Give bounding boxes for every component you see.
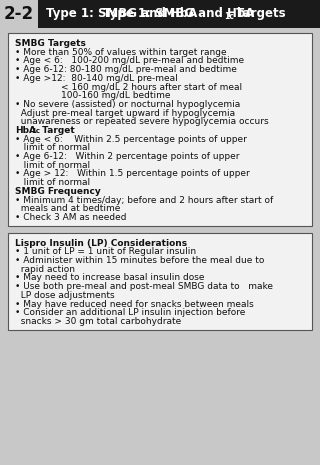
- Text: unawareness or repeated severe hypoglycemia occurs: unawareness or repeated severe hypoglyce…: [15, 117, 268, 126]
- Text: • Consider an additional LP insulin injection before: • Consider an additional LP insulin inje…: [15, 308, 245, 317]
- Text: meals and at bedtime: meals and at bedtime: [15, 204, 120, 213]
- Text: • More than 50% of values within target range: • More than 50% of values within target …: [15, 48, 227, 57]
- Text: HbA: HbA: [15, 126, 36, 135]
- Text: 1c: 1c: [224, 12, 234, 21]
- Text: Adjust pre-meal target upward if hypoglycemia: Adjust pre-meal target upward if hypogly…: [15, 109, 235, 118]
- Text: Lispro Insulin (LP) Considerations: Lispro Insulin (LP) Considerations: [15, 239, 187, 248]
- Text: • No severe (assisted) or nocturnal hypoglycemia: • No severe (assisted) or nocturnal hypo…: [15, 100, 240, 109]
- Text: • Age >12:  80-140 mg/dL pre-meal: • Age >12: 80-140 mg/dL pre-meal: [15, 74, 178, 83]
- Text: SMBG Targets: SMBG Targets: [15, 39, 86, 48]
- Text: • Age < 6:   100-200 mg/dL pre-meal and bedtime: • Age < 6: 100-200 mg/dL pre-meal and be…: [15, 56, 244, 66]
- Text: limit of normal: limit of normal: [15, 161, 90, 170]
- Bar: [0, 0, 38, 28]
- Text: • Use both pre-meal and post-meal SMBG data to   make: • Use both pre-meal and post-meal SMBG d…: [15, 282, 273, 291]
- Text: Type 1: SMBG and HbA: Type 1: SMBG and HbA: [46, 7, 197, 20]
- Text: Targets: Targets: [232, 7, 286, 20]
- Text: • Age 6-12: 80-180 mg/dL pre-meal and bedtime: • Age 6-12: 80-180 mg/dL pre-meal and be…: [15, 65, 237, 74]
- Text: • May have reduced need for snacks between meals: • May have reduced need for snacks betwe…: [15, 299, 254, 309]
- Text: Target: Target: [39, 126, 75, 135]
- Bar: [0, 0, 320, 28]
- Bar: [8, 33, 312, 226]
- Text: limit of normal: limit of normal: [15, 178, 90, 187]
- Text: < 160 mg/dL 2 hours after start of meal: < 160 mg/dL 2 hours after start of meal: [15, 82, 242, 92]
- Text: 1c: 1c: [31, 128, 40, 134]
- Text: • May need to increase basal insulin dose: • May need to increase basal insulin dos…: [15, 273, 204, 283]
- Text: SMBG Frequency: SMBG Frequency: [15, 187, 101, 196]
- Text: • Age > 12:   Within 1.5 percentage points of upper: • Age > 12: Within 1.5 percentage points…: [15, 170, 250, 179]
- Text: • Age < 6:    Within 2.5 percentage points of upper: • Age < 6: Within 2.5 percentage points …: [15, 135, 247, 144]
- Text: • Minimum 4 times/day; before and 2 hours after start of: • Minimum 4 times/day; before and 2 hour…: [15, 196, 273, 205]
- Text: 100-160 mg/dL bedtime: 100-160 mg/dL bedtime: [15, 91, 171, 100]
- Text: limit of normal: limit of normal: [15, 143, 90, 153]
- Text: • Administer within 15 minutes before the meal due to: • Administer within 15 minutes before th…: [15, 256, 264, 265]
- Text: • 1 unit of LP = 1 unit of Regular insulin: • 1 unit of LP = 1 unit of Regular insul…: [15, 247, 196, 256]
- Text: LP dose adjustments: LP dose adjustments: [15, 291, 115, 300]
- Text: snacks > 30 gm total carbohydrate: snacks > 30 gm total carbohydrate: [15, 317, 181, 326]
- Bar: [8, 232, 312, 330]
- Text: Type 1: SMBG and HbA: Type 1: SMBG and HbA: [103, 7, 255, 20]
- Text: 2-2: 2-2: [4, 5, 34, 23]
- Text: • Check 3 AM as needed: • Check 3 AM as needed: [15, 213, 126, 222]
- Text: rapid action: rapid action: [15, 265, 75, 274]
- Text: • Age 6-12:   Within 2 percentage points of upper: • Age 6-12: Within 2 percentage points o…: [15, 152, 239, 161]
